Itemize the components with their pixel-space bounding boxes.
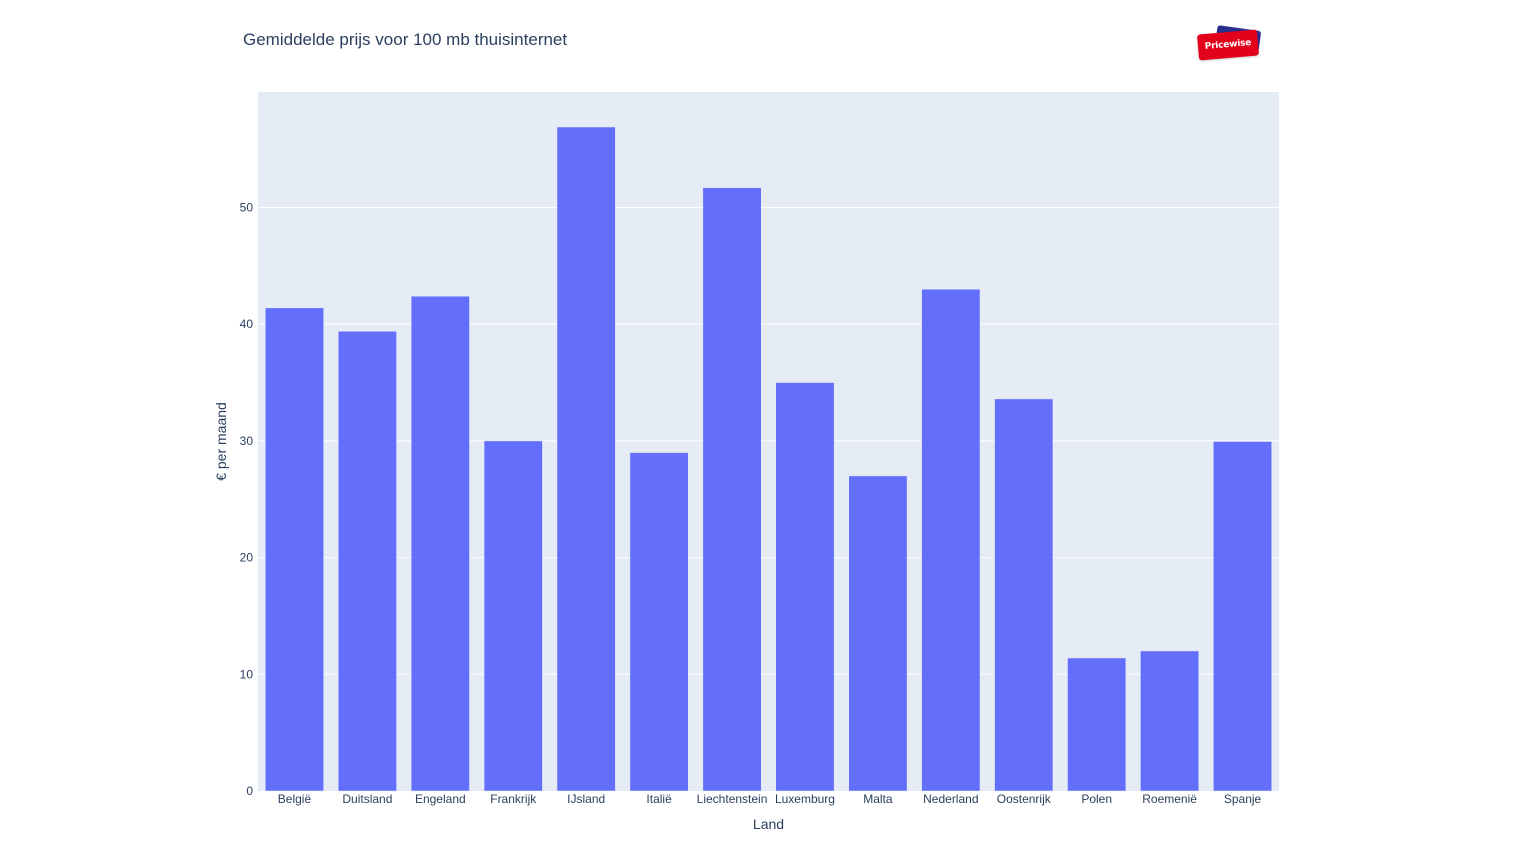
- x-axis-ticks: België Duitsland Engeland Frankrijk IJsland I…: [278, 792, 1262, 806]
- x-tick-label: IJsland: [567, 792, 605, 806]
- x-tick-label: Duitsland: [342, 792, 392, 806]
- bar[interactable]: Polen: 11.4: [1068, 658, 1126, 791]
- y-axis-ticks: 0 10 20 30 40 50: [240, 201, 254, 798]
- y-tick-label: 30: [240, 434, 254, 448]
- x-tick-label: Nederland: [923, 792, 978, 806]
- x-tick-label: Oostenrijk: [997, 792, 1052, 806]
- x-tick-label: Italië: [646, 792, 672, 806]
- x-tick-label: Polen: [1081, 792, 1112, 806]
- y-tick-label: 50: [240, 201, 254, 215]
- x-tick-label: Roemenië: [1142, 792, 1197, 806]
- x-tick-label: Malta: [863, 792, 893, 806]
- x-tick-label: Spanje: [1224, 792, 1262, 806]
- y-tick-label: 0: [246, 784, 253, 798]
- bar[interactable]: België: 41.4: [265, 308, 323, 791]
- bar[interactable]: Roemenië: 12: [1140, 651, 1198, 791]
- y-axis-title: € per maand: [213, 402, 229, 481]
- x-axis-title: Land: [753, 816, 784, 832]
- x-tick-label: België: [278, 792, 312, 806]
- y-tick-label: 20: [240, 551, 254, 565]
- x-tick-label: Engeland: [415, 792, 466, 806]
- bar[interactable]: Liechtenstein: 51.7: [703, 188, 761, 791]
- bar[interactable]: Luxemburg: 35: [776, 383, 834, 791]
- x-tick-label: Frankrijk: [490, 792, 537, 806]
- bar[interactable]: Spanje: 29.95: [1213, 442, 1271, 792]
- bar[interactable]: Frankrijk: 30: [484, 441, 542, 791]
- y-tick-label: 10: [240, 667, 254, 681]
- x-tick-label: Liechtenstein: [697, 792, 768, 806]
- bar[interactable]: Italië: 29: [630, 453, 688, 791]
- bar[interactable]: Duitsland: 39.4: [338, 331, 396, 791]
- bar[interactable]: IJsland: 56.9: [557, 127, 615, 791]
- bar[interactable]: Nederland: 43: [922, 289, 980, 791]
- bar[interactable]: Engeland: 42.4: [411, 296, 469, 791]
- x-tick-label: Luxemburg: [775, 792, 835, 806]
- bar[interactable]: Malta: 27: [849, 476, 907, 791]
- bar[interactable]: Oostenrijk: 33.6: [995, 399, 1053, 791]
- y-tick-label: 40: [240, 317, 254, 331]
